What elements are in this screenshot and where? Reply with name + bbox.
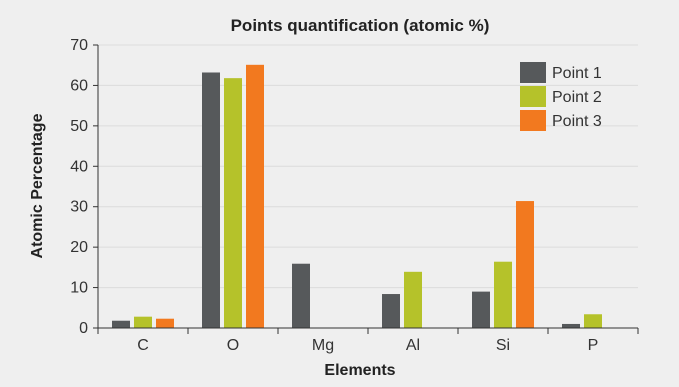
y-tick-label: 50	[70, 118, 88, 135]
axes	[93, 44, 639, 334]
grid-lines	[98, 44, 638, 289]
chart-title: Points quantification (atomic %)	[231, 16, 490, 35]
bar-c-point-2	[134, 316, 152, 328]
legend-label: Point 1	[552, 65, 602, 82]
y-tick-label: 30	[70, 199, 88, 216]
bar-al-point-2	[404, 271, 422, 328]
x-axis-title: Elements	[324, 362, 395, 379]
bars	[112, 64, 602, 329]
bar-o-point-1	[202, 72, 220, 329]
y-tick-label: 20	[70, 239, 88, 256]
x-tick-label: P	[588, 337, 599, 354]
bar-si-point-2	[494, 261, 512, 328]
y-tick-label: 0	[79, 320, 88, 337]
x-tick-label: Al	[406, 337, 420, 354]
bar-p-point-1	[562, 323, 580, 328]
y-axis-title: Atomic Percentage	[29, 113, 46, 258]
bar-c-point-3	[156, 318, 174, 328]
bar-o-point-2	[224, 78, 242, 328]
legend: Point 1 Point 2 Point 3	[520, 62, 602, 131]
y-tick-label: 40	[70, 158, 88, 175]
bar-al-point-1	[382, 294, 400, 328]
bar-c-point-1	[112, 320, 130, 328]
legend-label: Point 2	[552, 89, 602, 106]
x-tick-label: Si	[496, 337, 510, 354]
x-tick-label: O	[227, 337, 239, 354]
legend-swatch	[520, 110, 546, 131]
bar-o-point-3	[246, 64, 264, 328]
bar-mg-point-1	[292, 263, 310, 328]
y-tick-label: 70	[70, 37, 88, 54]
bar-p-point-2	[584, 314, 602, 328]
x-tick-label: Mg	[312, 337, 334, 354]
legend-label: Point 3	[552, 113, 602, 130]
x-tick-label: C	[137, 337, 149, 354]
y-tick-label: 10	[70, 280, 88, 297]
legend-swatch	[520, 86, 546, 107]
legend-swatch	[520, 62, 546, 83]
x-tick-labels: C O Mg Al Si P	[137, 337, 598, 354]
bar-si-point-1	[472, 291, 490, 328]
y-tick-label: 60	[70, 77, 88, 94]
y-tick-labels: 0 10 20 30 40 50 60 70	[70, 37, 88, 337]
bar-si-point-3	[516, 201, 534, 328]
